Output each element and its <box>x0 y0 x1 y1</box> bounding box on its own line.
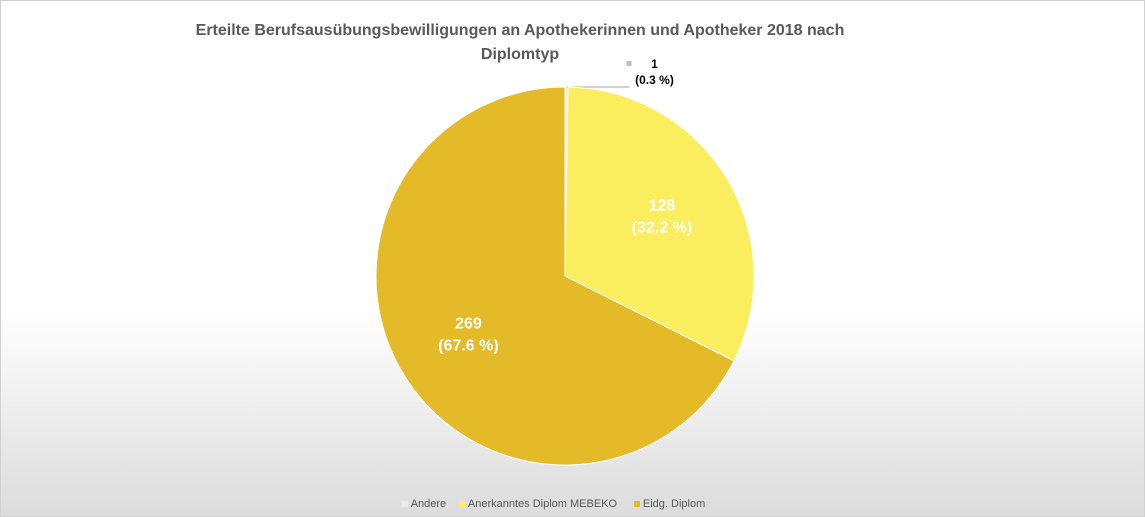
data-label: (0.3 %) <box>635 73 674 87</box>
legend-label: Anerkanntes Diplom MEBEKO <box>468 498 618 510</box>
label-key <box>626 61 632 66</box>
legend-label: Eidg. Diplom <box>643 498 705 510</box>
title-line: Diplomtyp <box>481 46 559 63</box>
chart-title: Erteilte Berufsausübungsbewilligungen an… <box>196 22 845 63</box>
legend-label: Andere <box>411 498 446 510</box>
title-line: Erteilte Berufsausübungsbewilligungen an… <box>196 22 845 39</box>
legend-swatch <box>458 501 465 507</box>
pie-slice <box>375 86 735 466</box>
legend-swatch <box>633 501 640 507</box>
data-label: 269 <box>455 316 482 333</box>
data-label: (67.6 %) <box>438 338 498 355</box>
legend-swatch <box>401 501 408 507</box>
data-label: 128 <box>649 197 676 214</box>
data-label: 1 <box>651 57 658 71</box>
data-label: (32.2 %) <box>632 219 692 236</box>
pie-slice <box>564 86 755 362</box>
